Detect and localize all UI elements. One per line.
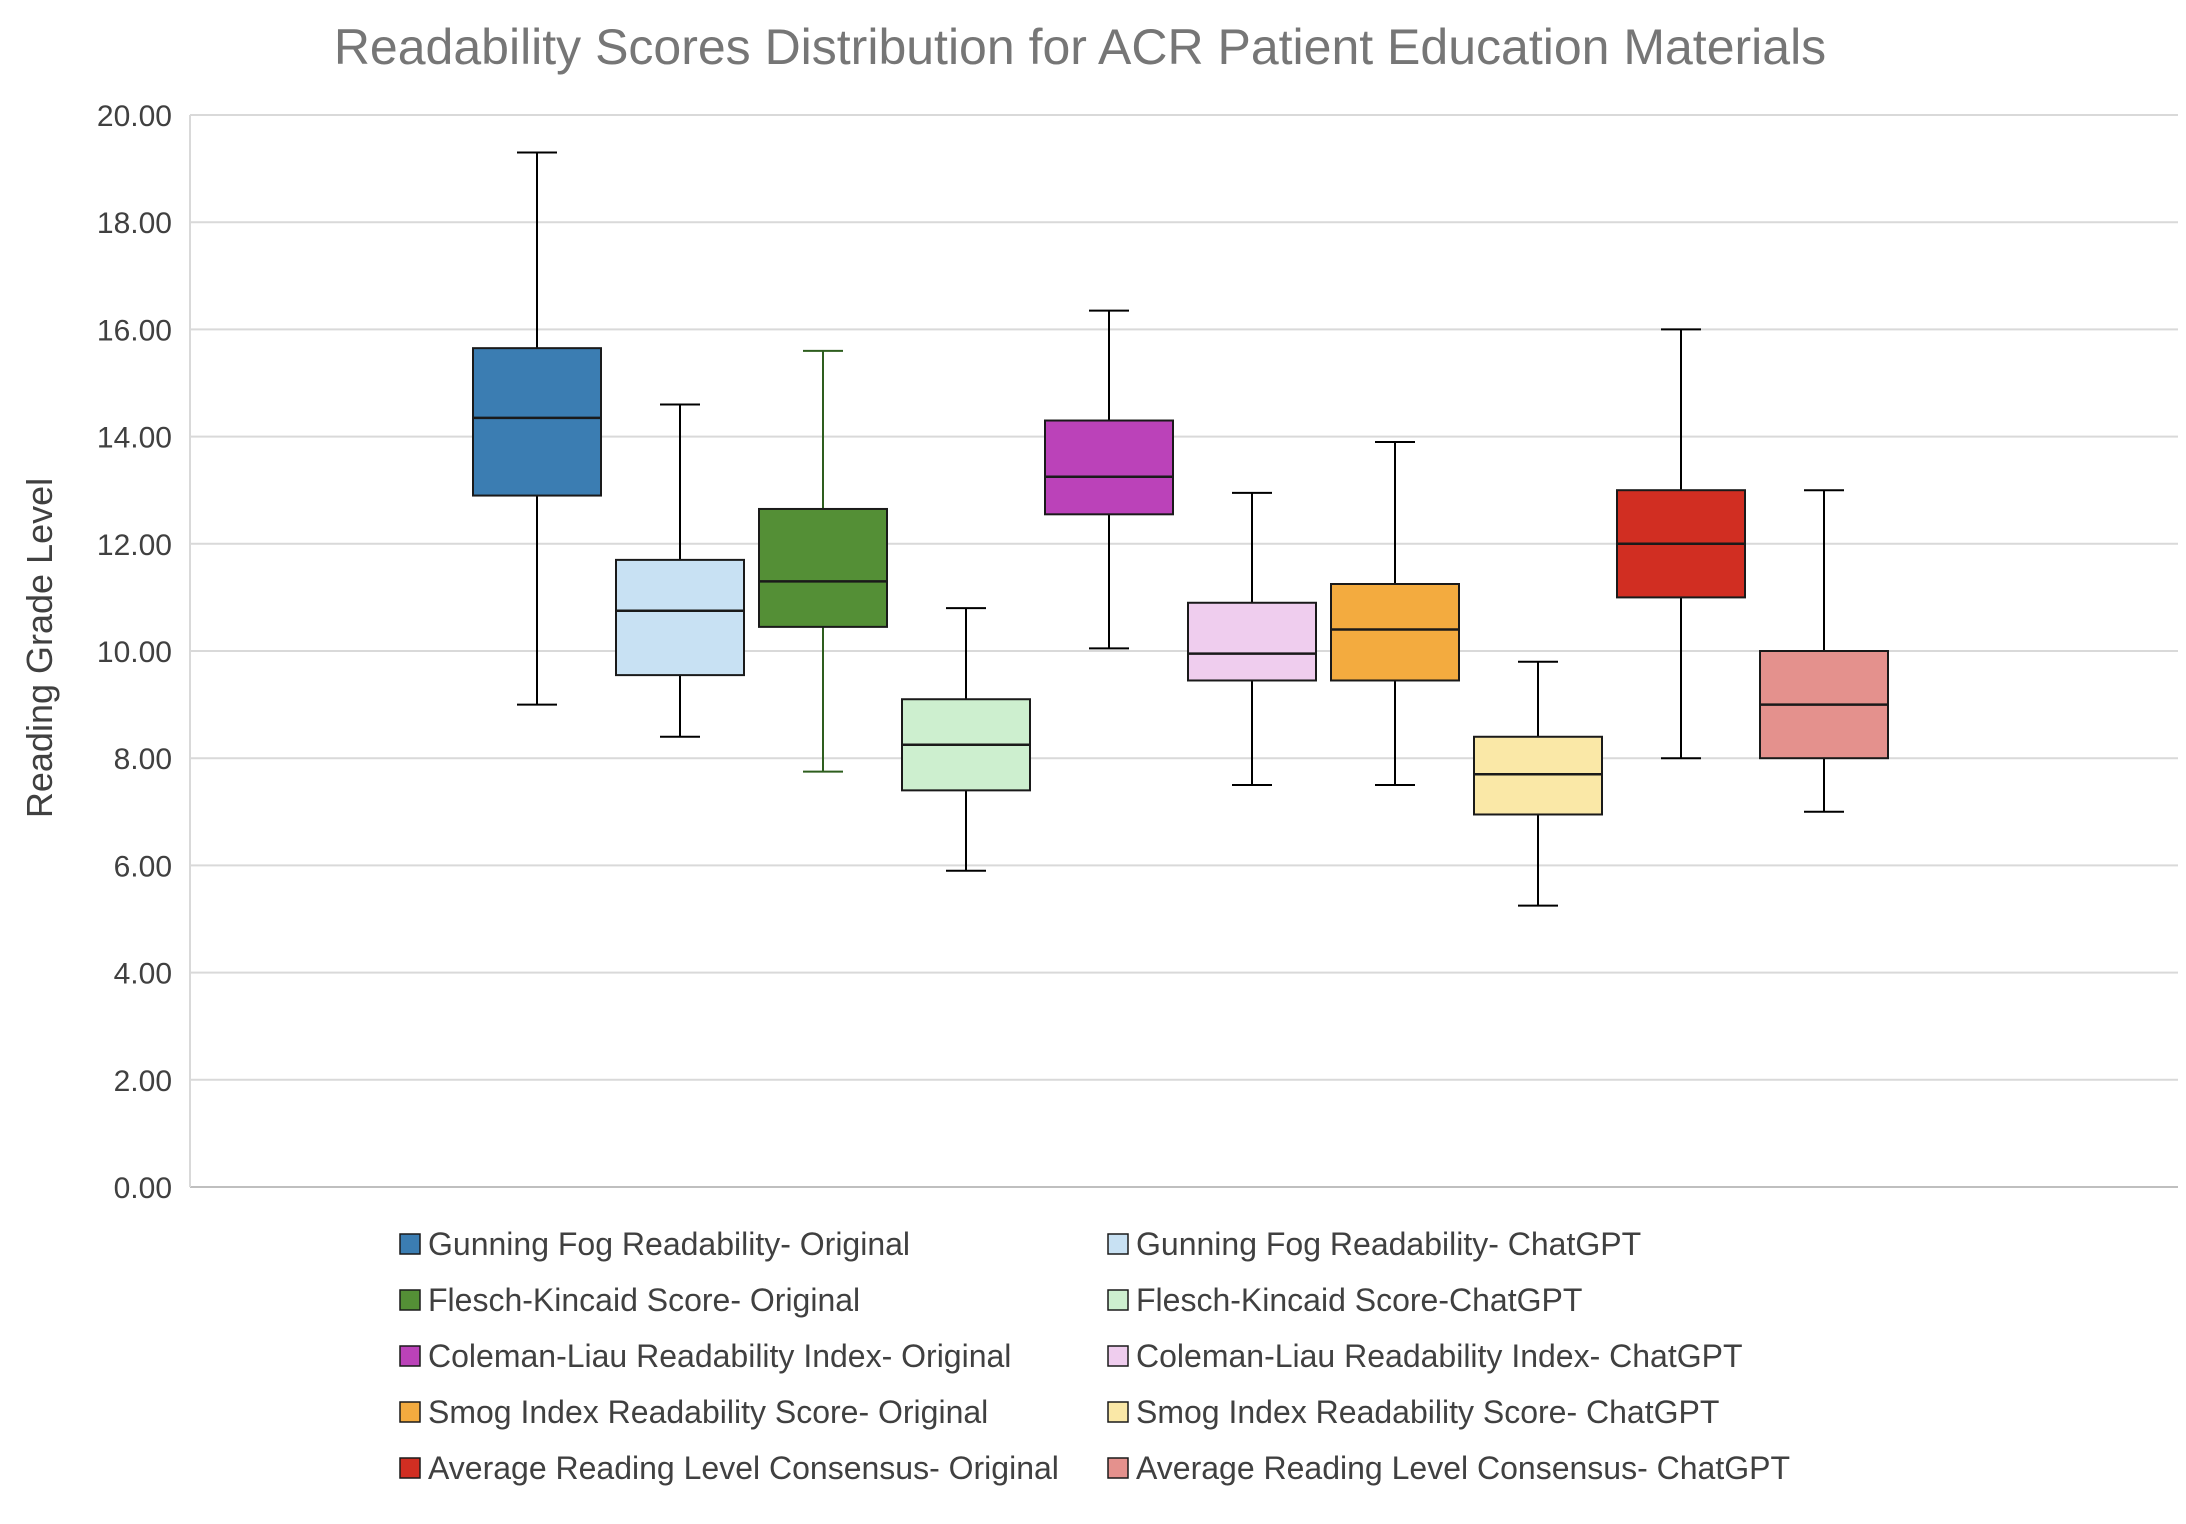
boxes — [472, 151, 1889, 907]
y-tick-label: 4.00 — [114, 958, 172, 991]
legend-swatch — [399, 1401, 421, 1423]
box-2 — [615, 403, 745, 738]
box-4 — [901, 607, 1031, 872]
legend-item: Smog Index Readability Score- Original — [399, 1394, 988, 1430]
legend-item: Coleman-Liau Readability Index- Original — [399, 1338, 1011, 1374]
box-iqr — [472, 347, 602, 497]
legend-label: Coleman-Liau Readability Index- Original — [428, 1338, 1011, 1374]
legend-swatch — [1107, 1345, 1129, 1367]
box-1 — [472, 151, 602, 706]
box-3 — [758, 349, 888, 773]
legend-label: Smog Index Readability Score- ChatGPT — [1136, 1394, 1719, 1430]
box-iqr — [1044, 419, 1174, 516]
box-8 — [1473, 660, 1603, 907]
legend-swatch — [1107, 1233, 1129, 1255]
y-tick-label: 18.00 — [97, 207, 172, 240]
y-tick-label: 20.00 — [97, 100, 172, 133]
legend-item: Flesch-Kincaid Score- Original — [399, 1282, 860, 1318]
legend-swatch — [1107, 1457, 1129, 1479]
box-5 — [1044, 309, 1174, 650]
legend-item: Gunning Fog Readability- Original — [399, 1226, 910, 1262]
y-tick-label: 10.00 — [97, 636, 172, 669]
box-iqr — [615, 558, 745, 677]
legend-item: Flesch-Kincaid Score-ChatGPT — [1107, 1282, 1582, 1318]
y-tick-label: 16.00 — [97, 314, 172, 347]
legend-label: Smog Index Readability Score- Original — [428, 1394, 988, 1430]
legend-swatch — [399, 1289, 421, 1311]
y-axis-label: Reading Grade Level — [19, 478, 60, 818]
y-tick-label: 14.00 — [97, 422, 172, 455]
legend-item: Average Reading Level Consensus- ChatGPT — [1107, 1450, 1790, 1486]
box-7 — [1330, 440, 1460, 786]
legend-label: Average Reading Level Consensus- Origina… — [428, 1450, 1059, 1486]
legend-label: Average Reading Level Consensus- ChatGPT — [1136, 1450, 1790, 1486]
y-tick-label: 0.00 — [114, 1172, 172, 1205]
y-tick-label: 2.00 — [114, 1065, 172, 1098]
box-6 — [1187, 491, 1317, 786]
legend-item: Coleman-Liau Readability Index- ChatGPT — [1107, 1338, 1743, 1374]
box-iqr — [1330, 583, 1460, 682]
gridlines — [190, 114, 2178, 1188]
legend-label: Flesch-Kincaid Score-ChatGPT — [1136, 1282, 1582, 1318]
box-iqr — [758, 507, 888, 628]
legend-item: Gunning Fog Readability- ChatGPT — [1107, 1226, 1641, 1262]
box-iqr — [1473, 735, 1603, 816]
legend-swatch — [1107, 1401, 1129, 1423]
chart-title: Readability Scores Distribution for ACR … — [334, 19, 1826, 75]
legend-swatch — [399, 1345, 421, 1367]
y-axis: 0.00 2.00 4.00 6.00 8.00 10.00 12.00 14.00 16.00… — [97, 100, 191, 1205]
legend-item: Average Reading Level Consensus- Origina… — [399, 1450, 1059, 1486]
legend-swatch — [399, 1457, 421, 1479]
legend-label: Coleman-Liau Readability Index- ChatGPT — [1136, 1338, 1743, 1374]
y-tick-label: 12.00 — [97, 529, 172, 562]
y-tick-label: 6.00 — [114, 850, 172, 883]
legend: Gunning Fog Readability- Original Gunning… — [399, 1226, 1790, 1486]
legend-swatch — [1107, 1289, 1129, 1311]
box-10 — [1759, 489, 1889, 813]
legend-label: Flesch-Kincaid Score- Original — [428, 1282, 860, 1318]
legend-swatch — [399, 1233, 421, 1255]
box-iqr — [1187, 601, 1317, 682]
y-tick-label: 8.00 — [114, 743, 172, 776]
legend-item: Smog Index Readability Score- ChatGPT — [1107, 1394, 1719, 1430]
legend-label: Gunning Fog Readability- Original — [428, 1226, 910, 1262]
box-9 — [1616, 328, 1746, 760]
legend-label: Gunning Fog Readability- ChatGPT — [1136, 1226, 1641, 1262]
